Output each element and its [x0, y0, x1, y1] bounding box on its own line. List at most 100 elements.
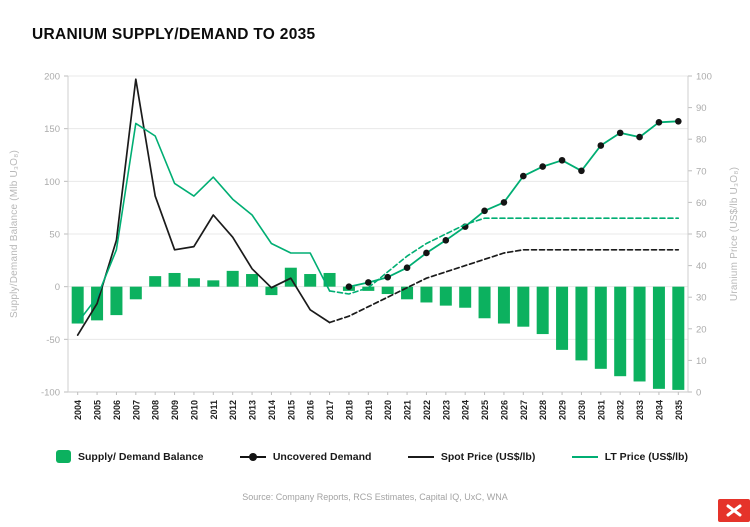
balance-bar-2012	[226, 270, 239, 287]
right-axis-tick-label: 10	[696, 356, 707, 367]
balance-bar-2034	[652, 286, 665, 389]
page-title: URANIUM SUPPLY/DEMAND TO 2035	[32, 26, 316, 43]
x-axis-year-label: 2008	[151, 400, 161, 420]
balance-bar-2019	[362, 286, 375, 291]
x-axis-year-label: 2013	[248, 400, 258, 420]
uncovered-demand-point-2018	[345, 283, 353, 290]
x-axis-year-label: 2029	[558, 400, 568, 420]
uncovered-demand-point-2022	[423, 249, 430, 257]
legend: Supply/ Demand Balance Uncovered Demand …	[56, 450, 688, 463]
balance-bar-2014	[265, 286, 278, 296]
x-axis-year-label: 2035	[674, 400, 684, 420]
x-axis-year-label: 2016	[306, 400, 316, 420]
supply-demand-balance-swatch-icon	[56, 450, 71, 463]
lt-price-swatch-icon	[571, 455, 598, 458]
left-axis-tick-label: 200	[44, 72, 60, 83]
balance-bar-2008	[149, 276, 162, 287]
x-axis-year-label: 2021	[403, 400, 413, 420]
uncovered-demand-point-2019	[365, 279, 372, 286]
right-axis-tick-label: 70	[696, 166, 707, 177]
uncovered-demand-swatch-icon	[239, 452, 266, 461]
left-axis-title: Supply/Demand Balance (Mlb U₃O₈)	[9, 150, 20, 318]
uncovered-demand-line	[348, 120, 680, 288]
source-note: Source: Company Reports, RCS Estimates, …	[242, 492, 508, 502]
uranium-chart-svg: -100-50050100150200010203040506070809010…	[9, 72, 740, 421]
balance-bar-2023	[439, 286, 452, 306]
uncovered-demand-point-2025	[481, 207, 488, 215]
x-axis-year-label: 2023	[441, 400, 451, 420]
right-axis-tick-label: 20	[696, 324, 707, 335]
balance-bar-2022	[420, 286, 433, 303]
balance-bar-2011	[207, 280, 220, 287]
x-axis-year-label: 2014	[267, 400, 277, 420]
spot-price-swatch-icon	[407, 455, 434, 458]
balance-bar-2031	[594, 286, 607, 369]
x-axis-year-label: 2018	[344, 400, 354, 420]
balance-bar-2017	[323, 272, 336, 287]
uncovered-demand-point-2027	[520, 172, 527, 180]
x-axis-year-label: 2012	[228, 400, 238, 420]
uncovered-demand-point-2031	[597, 142, 605, 149]
balance-bar-2007	[129, 286, 142, 300]
balance-bar-2026	[497, 286, 510, 324]
left-axis-tick-label: 0	[55, 282, 60, 293]
x-axis-year-label: 2031	[596, 400, 606, 420]
right-axis-tick-label: 90	[696, 103, 707, 114]
uncovered-demand-point-2034	[655, 119, 663, 126]
balance-bar-2032	[614, 286, 627, 377]
right-axis-tick-label: 40	[696, 261, 707, 272]
balance-bar-2024	[459, 286, 472, 308]
uncovered-demand-point-2028	[539, 163, 546, 170]
x-axis-year-label: 2015	[286, 400, 296, 420]
x-axis-year-label: 2026	[499, 400, 509, 420]
x-axis-year-label: 2027	[519, 400, 529, 420]
legend-item-uncovered-demand: Uncovered Demand	[239, 450, 372, 463]
uncovered-demand-dot-icon	[248, 452, 257, 461]
x-axis-year-label: 2006	[112, 400, 122, 420]
lt-price-line	[76, 122, 331, 324]
uncovered-demand-point-2035	[675, 117, 682, 125]
legend-label-spot-price: Spot Price (US$/lb)	[440, 450, 536, 463]
legend-item-supply-demand-balance: Supply/ Demand Balance	[56, 450, 203, 463]
x-axis-year-label: 2005	[93, 400, 103, 420]
legend-item-spot-price: Spot Price (US$/lb)	[407, 450, 536, 463]
uncovered-demand-point-2026	[500, 199, 508, 206]
x-axis-year-label: 2007	[131, 400, 141, 420]
legend-label-lt-price: LT Price (US$/lb)	[604, 450, 688, 463]
x-axis-year-label: 2020	[383, 400, 393, 420]
x-axis-year-label: 2032	[616, 400, 626, 420]
brand-logo	[718, 499, 750, 522]
balance-bar-2030	[575, 286, 588, 361]
uncovered-demand-point-2021	[403, 264, 411, 272]
x-axis-year-label: 2009	[170, 400, 180, 420]
left-axis-tick-label: -100	[41, 388, 60, 399]
x-axis-year-label: 2033	[635, 400, 645, 420]
right-axis-tick-label: 60	[696, 198, 707, 209]
right-axis-tick-label: 100	[696, 72, 712, 83]
balance-bar-2013	[246, 274, 259, 287]
balance-bar-2009	[168, 272, 181, 287]
balance-bar-2025	[478, 286, 491, 319]
logo-x-mark-icon	[726, 504, 742, 517]
right-axis-tick-label: 30	[696, 293, 707, 304]
x-axis-year-label: 2011	[209, 400, 219, 420]
x-axis-year-label: 2019	[364, 400, 374, 420]
x-axis-year-label: 2030	[577, 400, 587, 420]
right-axis-tick-label: 50	[696, 230, 707, 241]
x-axis-year-label: 2017	[325, 400, 335, 420]
x-axis-year-label: 2024	[461, 400, 471, 420]
balance-bar-2006	[110, 286, 123, 316]
left-axis-tick-label: 50	[49, 230, 60, 241]
legend-item-lt-price: LT Price (US$/lb)	[571, 450, 688, 463]
spot-price-line	[76, 78, 331, 336]
right-axis-tick-label: 80	[696, 135, 707, 146]
chart-area: -100 -50 0 50 100 150 200 0 10 20 30 40 50 60 70 80 90 10…	[0, 60, 750, 452]
balance-bar-2004	[71, 286, 84, 324]
uncovered-demand-point-2032	[616, 129, 624, 137]
legend-label-uncovered-demand: Uncovered Demand	[272, 450, 372, 463]
lt-price-line-forecast	[328, 217, 680, 295]
uncovered-demand-point-2033	[636, 133, 643, 141]
x-axis-year-label: 2022	[422, 400, 432, 420]
balance-bar-2033	[633, 286, 646, 382]
legend-label-supply-demand-balance: Supply/ Demand Balance	[78, 450, 204, 463]
